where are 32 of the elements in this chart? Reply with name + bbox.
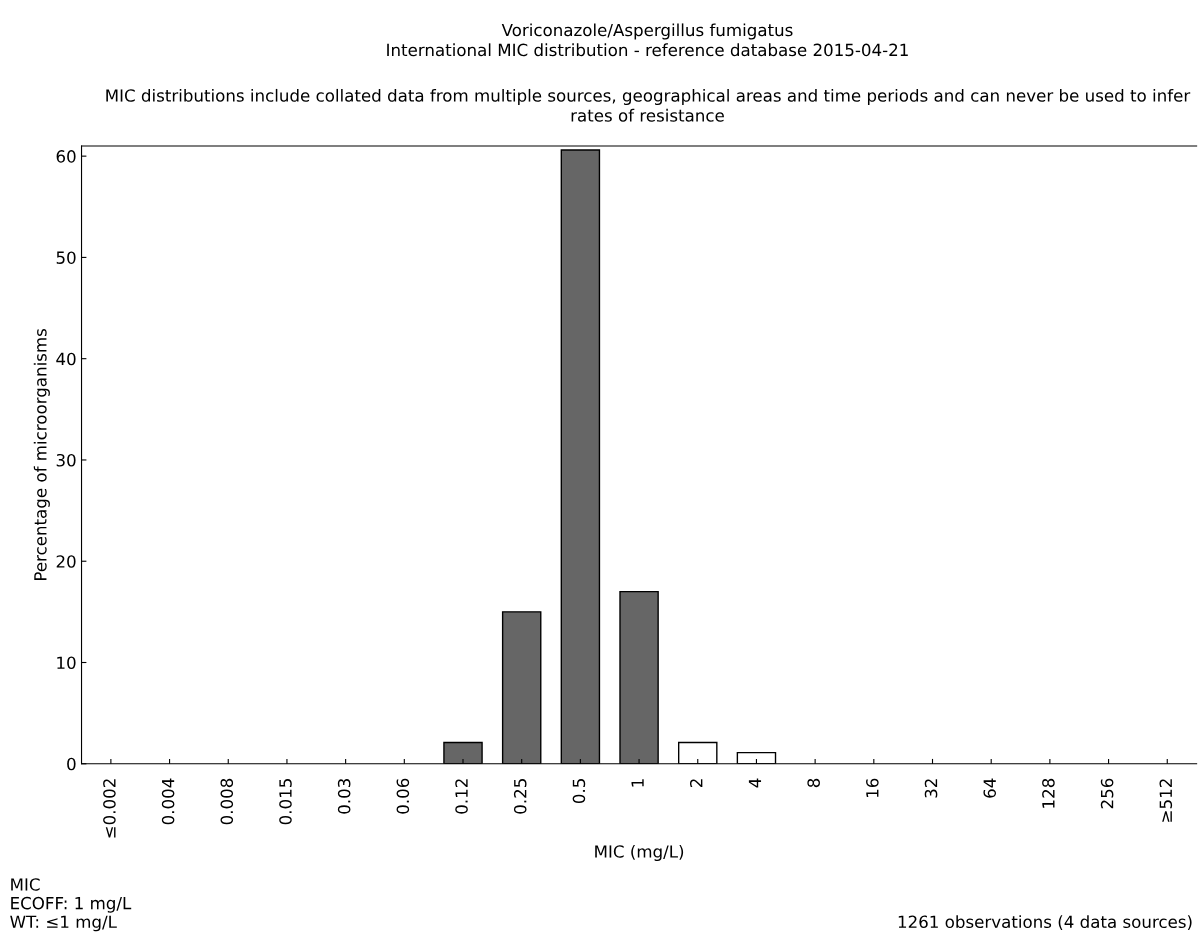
chart-title: Voriconazole/Aspergillus fumigatus International MIC distribution - reference database 2015-04-21: [387, 23, 908, 57]
x-tick-label: 2: [689, 779, 703, 788]
x-tick-label: 32: [924, 779, 938, 798]
x-tick-label: ≥512: [1159, 779, 1173, 822]
y-tick-label: 30: [56, 453, 76, 467]
x-tick-label: 1: [631, 779, 644, 787]
x-tick-label: 0.004: [161, 778, 175, 825]
x-tick-label: 0.015: [279, 779, 292, 825]
y-tick-label: 20: [56, 555, 76, 568]
text: 1261 observations (4 data sources): [898, 915, 1192, 931]
x-tick-label: 0.008: [220, 778, 234, 825]
y-tick-label: 40: [56, 352, 76, 366]
x-tick-label: ≤0.002: [103, 779, 116, 838]
y-axis-title: Percentage of microorganisms: [33, 328, 50, 580]
x-tick-label: 0.5: [572, 779, 586, 804]
x-tick-label: 8: [807, 778, 820, 788]
x-tick-label: 0.03: [337, 779, 351, 814]
x-tick-label: 16: [866, 778, 879, 798]
x-tick-label: 128: [1042, 778, 1055, 808]
x-axis-title: MIC (mg/L): [595, 844, 684, 862]
y-tick-label: 10: [57, 656, 76, 670]
x-tick-label: 64: [983, 778, 997, 798]
x-tick-label: 0.25: [513, 779, 527, 814]
x-tick-label: 4: [748, 778, 762, 788]
y-tick-label: 50: [56, 251, 76, 264]
chart-subtitle: MIC distributions include collated data from multiple sources, geographical areas and time periods and can never be used to infer rates of resistance: [106, 88, 1191, 122]
text: MIC ECOFF: 1 mg/L WT: ≤1 mg/L: [10, 878, 132, 932]
x-tick-label: 0.06: [396, 778, 410, 814]
y-tick-label: 60: [56, 150, 76, 163]
x-tick-label: 256: [1100, 778, 1114, 809]
y-tick-label: 0: [67, 757, 76, 771]
x-tick-label: 0.12: [455, 779, 468, 814]
